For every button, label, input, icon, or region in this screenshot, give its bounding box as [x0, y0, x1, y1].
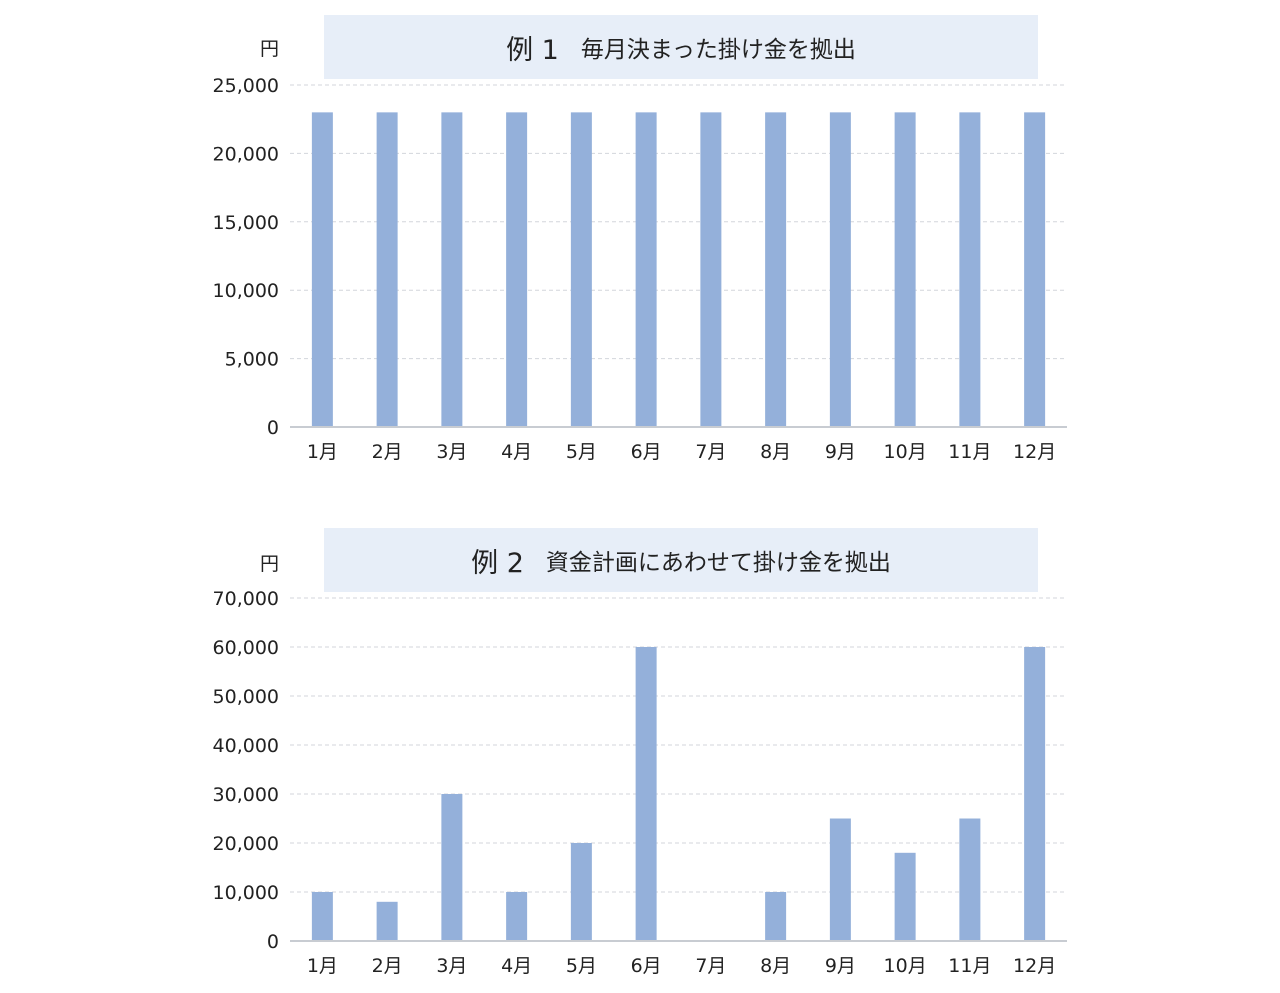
bar	[959, 818, 981, 941]
bar	[376, 901, 398, 941]
x-tick-label: 6月	[631, 955, 662, 977]
x-tick-label: 2月	[372, 955, 403, 977]
y-tick-label: 0	[267, 417, 279, 439]
x-tick-label: 3月	[436, 955, 467, 977]
chart-title-box: 例 1 毎月決まった掛け金を拠出	[324, 15, 1038, 79]
x-tick-label: 7月	[695, 955, 726, 977]
y-tick-label: 40,000	[213, 735, 279, 757]
x-tick-label: 4月	[501, 955, 532, 977]
x-tick-label: 5月	[566, 441, 597, 463]
y-tick-label: 20,000	[213, 143, 279, 165]
bar	[441, 112, 463, 428]
x-tick-label: 9月	[825, 441, 856, 463]
bar	[829, 818, 851, 941]
chart-title-prefix: 例 1	[506, 34, 559, 66]
y-tick-label: 10,000	[213, 882, 279, 904]
y-tick-label: 25,000	[213, 75, 279, 97]
y-tick-label: 0	[267, 931, 279, 953]
chart-title-box: 例 2 資金計画にあわせて掛け金を拠出	[324, 528, 1038, 592]
x-tick-label: 4月	[501, 441, 532, 463]
chart-title: 資金計画にあわせて掛け金を拠出	[545, 550, 891, 576]
bar	[765, 892, 787, 941]
x-tick-label: 12月	[1013, 441, 1056, 463]
bar	[635, 112, 657, 428]
chart-example-1: 例 1 毎月決まった掛け金を拠出 円 0 5,000 10,000 15,000 20,…	[0, 0, 1280, 480]
bar	[311, 112, 333, 428]
bar	[1024, 112, 1046, 428]
y-tick-label: 70,000	[213, 588, 279, 610]
bar	[765, 112, 787, 428]
y-axis-unit-label: 円	[260, 38, 280, 60]
y-axis-unit-label: 円	[260, 553, 280, 575]
y-tick-label: 30,000	[213, 784, 279, 806]
y-tick-label: 20,000	[213, 833, 279, 855]
x-tick-label: 3月	[436, 441, 467, 463]
y-tick-label: 10,000	[213, 280, 279, 302]
bar	[311, 892, 333, 941]
x-tick-label: 8月	[760, 441, 791, 463]
y-tick-label: 50,000	[213, 686, 279, 708]
bar	[1024, 647, 1046, 941]
x-tick-label: 2月	[372, 441, 403, 463]
y-tick-label: 5,000	[225, 349, 279, 371]
bar	[441, 794, 463, 941]
x-tick-label: 12月	[1013, 955, 1056, 977]
bar	[570, 843, 592, 941]
y-tick-label: 60,000	[213, 637, 279, 659]
bar	[570, 112, 592, 428]
bar	[506, 892, 528, 941]
x-tick-label: 1月	[307, 441, 338, 463]
x-tick-label: 11月	[948, 955, 991, 977]
bar	[700, 112, 722, 428]
bar	[959, 112, 981, 428]
x-tick-label: 9月	[825, 955, 856, 977]
bar	[829, 112, 851, 428]
x-tick-label: 5月	[566, 955, 597, 977]
x-tick-label: 10月	[884, 955, 927, 977]
x-tick-label: 10月	[884, 441, 927, 463]
bar	[506, 112, 528, 428]
bar	[376, 112, 398, 428]
x-tick-label: 7月	[695, 441, 726, 463]
x-tick-label: 6月	[631, 441, 662, 463]
y-tick-label: 15,000	[213, 212, 279, 234]
bar	[894, 852, 916, 941]
bar	[894, 112, 916, 428]
bar	[635, 647, 657, 941]
chart-title-prefix: 例 2	[471, 547, 524, 579]
chart-title: 毎月決まった掛け金を拠出	[580, 37, 856, 63]
x-tick-label: 8月	[760, 955, 791, 977]
x-tick-label: 1月	[307, 955, 338, 977]
bar-chart-plot: 0 5,000 10,000 15,000 20,000 25,000 1月 2月 3月 4月 5月…	[213, 75, 1067, 463]
x-tick-label: 11月	[948, 441, 991, 463]
